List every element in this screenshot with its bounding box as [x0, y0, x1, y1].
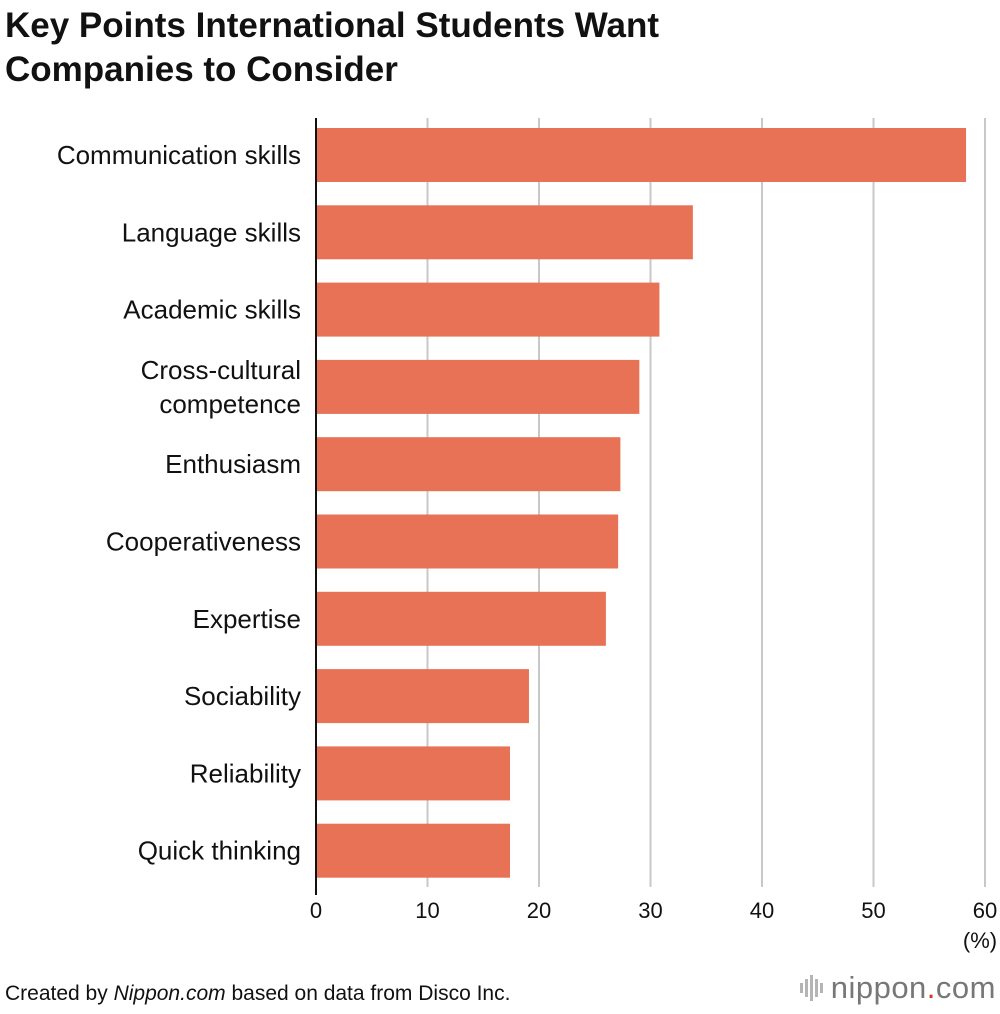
source-credit-prefix: Created by [5, 982, 114, 1005]
category-label-4: Enthusiasm [165, 449, 301, 479]
source-credit-site: Nippon.com [113, 982, 226, 1005]
chart-title-line-2: Companies to Consider [5, 50, 398, 89]
category-label-6: Expertise [193, 604, 301, 634]
bar-5 [316, 514, 619, 569]
bars [316, 128, 967, 878]
x-tick-labels: 0 10 20 30 40 50 60 [310, 898, 997, 923]
logo-wordmark: nippon.com [830, 970, 996, 1005]
source-credit-suffix: based on data from Disco Inc. [225, 982, 511, 1005]
x-unit-label: (%) [963, 928, 997, 953]
category-label-8: Reliability [190, 758, 301, 788]
category-label-7: Sociability [184, 681, 301, 711]
category-label-1: Language skills [122, 217, 301, 247]
category-label-3-line-0: Cross-cultural [141, 355, 301, 385]
bar-7 [316, 669, 529, 724]
x-tick-label-40: 40 [750, 898, 774, 923]
nippon-logo: nippon.com [799, 970, 996, 1006]
category-labels: Communication skills Language skills Acade… [57, 140, 301, 866]
chart-title: Key Points International Students Want C… [5, 4, 985, 92]
sound-bars-icon [799, 974, 823, 1002]
category-label-5: Cooperativeness [106, 527, 301, 557]
x-tick-label-20: 20 [527, 898, 551, 923]
source-credit: Created by Nippon.com based on data from… [5, 982, 510, 1006]
bar-chart: Communication skills Language skills Acade… [57, 118, 997, 953]
x-tick-label-0: 0 [310, 898, 322, 923]
x-tick-label-60: 60 [973, 898, 997, 923]
chart-title-line-1: Key Points International Students Want [5, 6, 660, 45]
x-tick-label-30: 30 [638, 898, 662, 923]
category-label-2: Academic skills [123, 295, 301, 325]
bar-2 [316, 282, 660, 337]
x-tick-label-10: 10 [415, 898, 439, 923]
bar-3 [316, 359, 640, 414]
bar-9 [316, 823, 511, 878]
category-label-9: Quick thinking [138, 836, 301, 866]
bar-8 [316, 746, 511, 801]
x-tick-label-50: 50 [861, 898, 885, 923]
category-label-0: Communication skills [57, 140, 301, 170]
bar-0 [316, 128, 967, 182]
bar-6 [316, 591, 606, 646]
category-label-3-line-1: competence [159, 389, 301, 419]
bar-4 [316, 437, 621, 492]
bar-1 [316, 205, 693, 260]
